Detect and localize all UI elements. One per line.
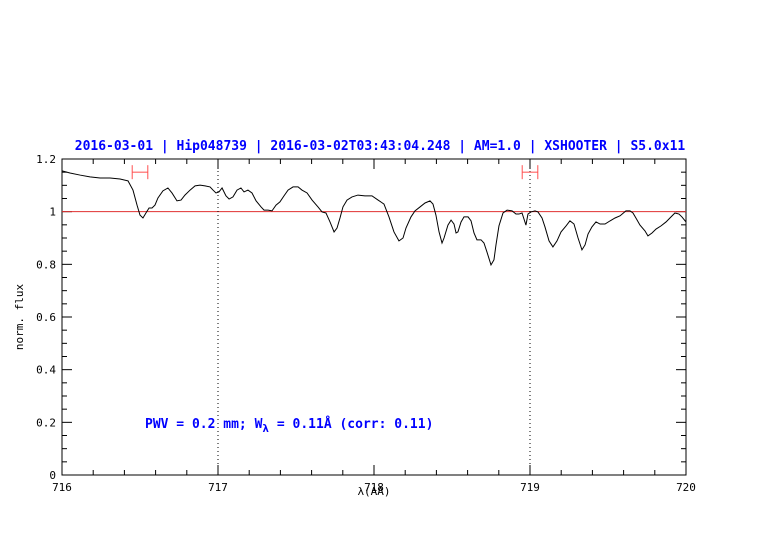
y-tick-label: 1	[49, 206, 56, 219]
y-axis-label: norm. flux	[13, 284, 26, 351]
x-tick-label: 720	[676, 481, 696, 494]
y-tick-label: 0	[49, 469, 56, 482]
interval-marker	[521, 165, 539, 180]
interval-marker	[131, 165, 149, 180]
y-tick-label: 1.2	[36, 153, 56, 166]
x-tick-label: 716	[52, 481, 72, 494]
x-tick-label: 719	[520, 481, 540, 494]
y-tick-label: 0.6	[36, 311, 56, 324]
y-tick-label: 0.4	[36, 364, 56, 377]
chart-title: 2016-03-01 | Hip048739 | 2016-03-02T03:4…	[75, 139, 686, 154]
y-tick-label: 0.8	[36, 258, 56, 271]
x-tick-label: 718	[364, 481, 384, 494]
annotation-text: PWV = 0.2 mm; W	[145, 417, 263, 432]
annotation-text: = 0.11Å (corr: 0.11)	[269, 416, 433, 432]
x-axis-label: λ(AA)	[357, 485, 390, 498]
y-tick-label: 0.2	[36, 416, 56, 429]
spectrum-line	[61, 170, 687, 267]
annotation-subscript: λ	[262, 422, 269, 435]
annotation: PWV = 0.2 mm; Wλ = 0.11Å (corr: 0.11)	[145, 416, 433, 435]
x-tick-label: 717	[208, 481, 228, 494]
